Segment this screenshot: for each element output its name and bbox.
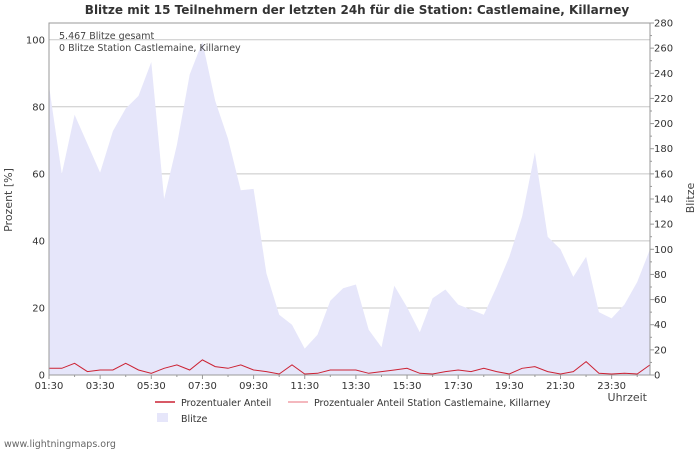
y-left-tick-label: 40: [32, 236, 45, 247]
credit-text: www.lightningmaps.org: [4, 439, 116, 450]
x-tick-label: 07:30: [188, 381, 217, 392]
y-right-tick-label: 60: [654, 295, 667, 306]
legend-label-station-percent: Prozentualer Anteil Station Castlemaine,…: [314, 398, 551, 409]
legend-swatch-blitze: [157, 413, 168, 422]
chart-title: Blitze mit 15 Teilnehmern der letzten 24…: [85, 3, 630, 17]
x-tick-label: 23:30: [597, 381, 626, 392]
y-left-tick-label: 0: [39, 371, 45, 382]
legend: Prozentualer Anteil Prozentualer Anteil …: [155, 398, 551, 425]
annotation-station: 0 Blitze Station Castlemaine, Killarney: [59, 43, 241, 54]
y-left-axis-label: Prozent [%]: [2, 168, 15, 232]
annotation-total: 5.467 Blitze gesamt: [59, 31, 154, 42]
y-right-tick-label: 40: [654, 320, 667, 331]
y-left-tick-label: 60: [32, 169, 45, 180]
x-tick-label: 09:30: [239, 381, 268, 392]
x-axis-label: Uhrzeit: [608, 391, 648, 404]
y-right-axis-label: Blitze: [684, 183, 697, 214]
y-right-tick-label: 80: [654, 270, 667, 281]
y-right-tick-label: 180: [654, 144, 673, 155]
y-right-tick-label: 100: [654, 245, 673, 256]
x-tick-label: 19:30: [495, 381, 524, 392]
x-tick-label: 15:30: [393, 381, 422, 392]
y-right-tick-label: 260: [654, 44, 673, 55]
legend-label-blitze: Blitze: [181, 414, 208, 425]
x-tick-label: 17:30: [444, 381, 473, 392]
y-right-tick-label: 200: [654, 119, 673, 130]
y-right-tick-labels: 0 20 40 60 80 100 120 140 160 180 200 220 240 260 280: [654, 19, 673, 382]
x-tick-label: 03:30: [86, 381, 115, 392]
legend-label-percent: Prozentualer Anteil: [181, 398, 271, 409]
x-tick-label: 11:30: [290, 381, 319, 392]
y-right-tick-label: 140: [654, 195, 673, 206]
y-right-tick-label: 120: [654, 220, 673, 231]
y-right-tick-label: 280: [654, 19, 673, 30]
x-tick-labels: 01:30 03:30 05:30 07:30 09:30 11:30 13:30 15:30…: [35, 381, 626, 392]
y-right-tick-label: 0: [654, 371, 660, 382]
axis-ticks: [48, 22, 654, 379]
blitze-area-layer: [49, 41, 650, 376]
y-left-tick-label: 20: [32, 303, 45, 314]
series-area-blitze: [49, 41, 650, 376]
x-tick-label: 01:30: [35, 381, 64, 392]
y-left-tick-labels: 0 20 40 60 80 100: [26, 35, 45, 381]
x-tick-label: 13:30: [341, 381, 370, 392]
series-line-percent: [49, 359, 651, 375]
y-right-tick-label: 240: [654, 69, 673, 80]
y-right-tick-label: 160: [654, 169, 673, 180]
y-right-tick-label: 220: [654, 94, 673, 105]
y-left-tick-label: 100: [26, 35, 45, 46]
x-tick-label: 05:30: [137, 381, 166, 392]
x-tick-label: 21:30: [546, 381, 575, 392]
y-right-tick-label: 20: [654, 345, 667, 356]
y-left-tick-label: 80: [32, 102, 45, 113]
